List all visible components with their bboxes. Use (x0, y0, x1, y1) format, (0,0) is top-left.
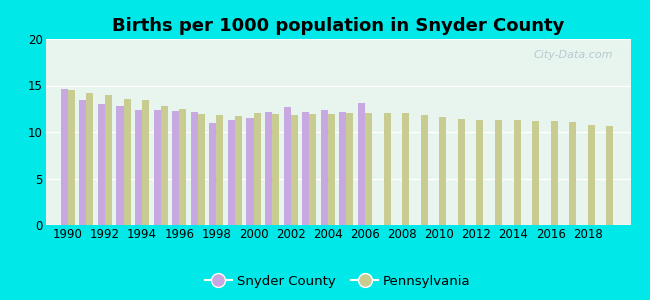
Bar (339, 112, 346, 225)
Bar (161, 106, 168, 225)
Bar (402, 113, 409, 225)
Bar (606, 126, 614, 225)
Bar (228, 120, 235, 225)
Bar (532, 121, 539, 225)
Bar (254, 113, 261, 225)
Bar (588, 125, 595, 225)
Bar (79, 100, 86, 225)
Bar (439, 117, 447, 225)
Bar (86, 93, 94, 225)
Bar (346, 113, 354, 225)
Bar (283, 107, 291, 225)
Bar (235, 116, 242, 225)
Bar (68, 90, 75, 225)
Title: Births per 1000 population in Snyder County: Births per 1000 population in Snyder Cou… (112, 17, 564, 35)
Bar (272, 114, 279, 225)
Bar (209, 123, 216, 225)
Bar (216, 115, 224, 225)
Bar (384, 113, 391, 225)
Bar (124, 98, 131, 225)
Bar (551, 121, 558, 225)
Bar (476, 120, 484, 225)
Text: City-Data.com: City-Data.com (534, 50, 613, 60)
Bar (514, 120, 521, 225)
Bar (116, 106, 124, 225)
Bar (246, 118, 254, 225)
Bar (495, 120, 502, 225)
Bar (190, 112, 198, 225)
Bar (358, 103, 365, 225)
Bar (105, 95, 112, 225)
Bar (320, 110, 328, 225)
Bar (179, 109, 187, 225)
Bar (458, 119, 465, 225)
Bar (142, 100, 149, 225)
Bar (328, 114, 335, 225)
Bar (302, 112, 309, 225)
Bar (198, 114, 205, 225)
Bar (98, 104, 105, 225)
Bar (172, 111, 179, 225)
Bar (60, 89, 68, 225)
Bar (365, 113, 372, 225)
Legend: Snyder County, Pennsylvania: Snyder County, Pennsylvania (200, 269, 476, 293)
Bar (421, 115, 428, 225)
Bar (291, 115, 298, 225)
Bar (135, 110, 142, 225)
Bar (309, 114, 317, 225)
Bar (569, 122, 577, 225)
Bar (153, 110, 161, 225)
Bar (265, 112, 272, 225)
